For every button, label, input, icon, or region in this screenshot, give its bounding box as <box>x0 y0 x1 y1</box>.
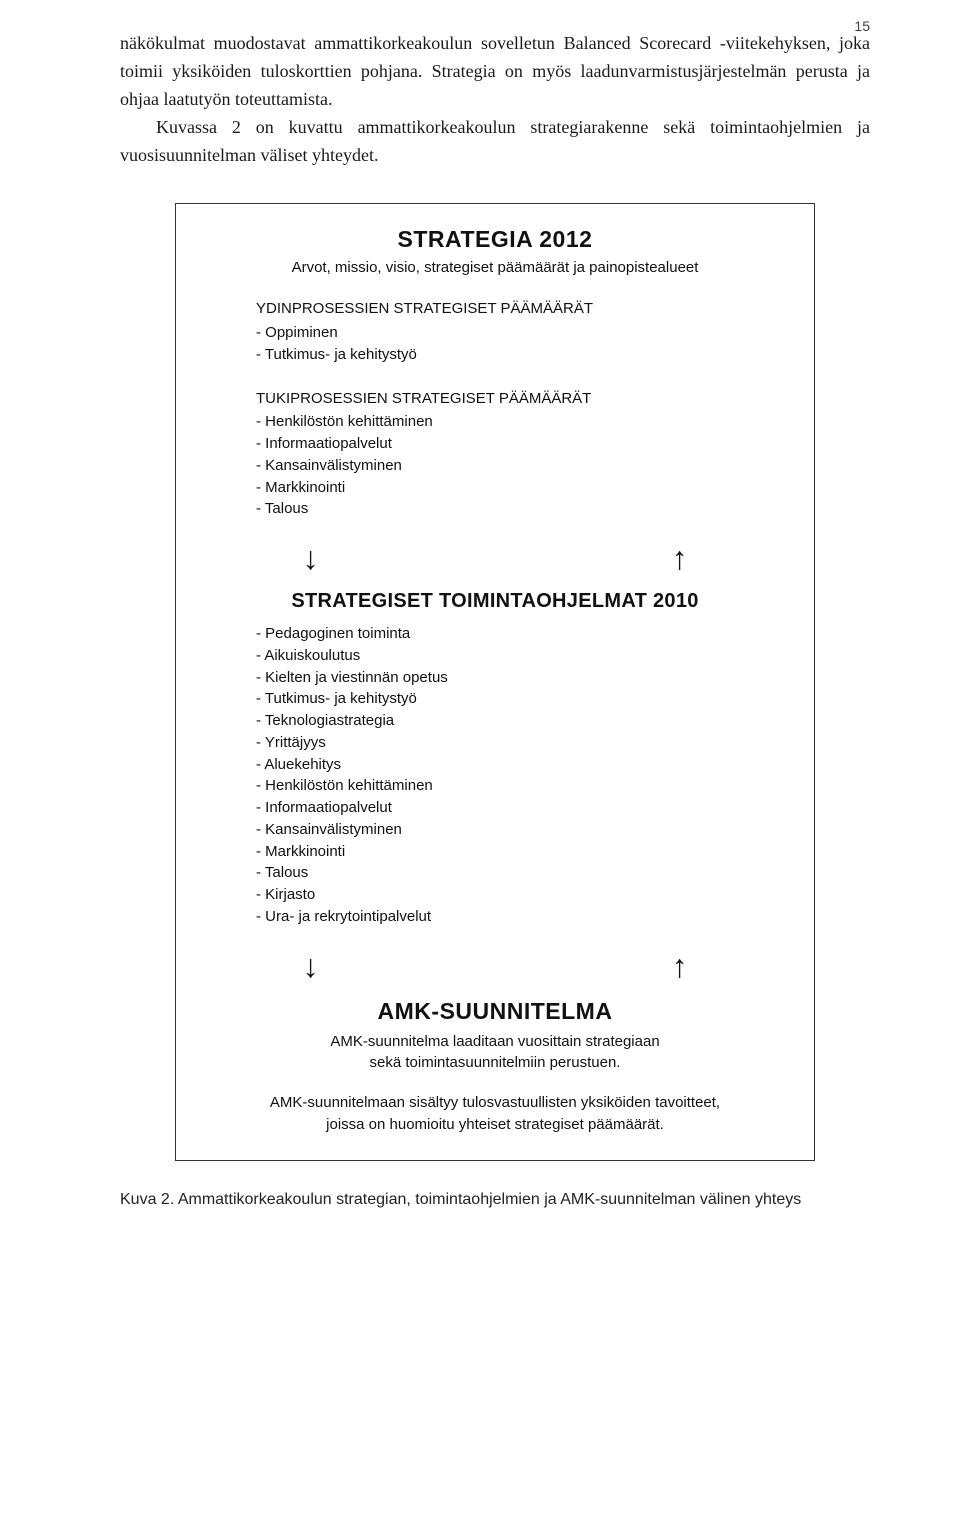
list-item: - Aluekehitys <box>256 754 770 776</box>
list-item: - Aikuiskoulutus <box>256 645 770 667</box>
amk-sub-line1: AMK-suunnitelma laaditaan vuosittain str… <box>330 1033 659 1050</box>
intro-paragraph: näkökulmat muodostavat ammattikorkeakoul… <box>120 30 870 169</box>
ydin-block: YDINPROSESSIEN STRATEGISET PÄÄMÄÄRÄT - O… <box>256 298 770 365</box>
amk-note: AMK-suunnitelmaan sisältyy tulosvastuull… <box>220 1092 770 1136</box>
list-item: - Markkinointi <box>256 841 770 863</box>
list-item: - Kansainvälistyminen <box>256 819 770 841</box>
figure-caption: Kuva 2. Ammattikorkeakoulun strategian, … <box>120 1189 870 1211</box>
list-item: - Tutkimus- ja kehitystyö <box>256 688 770 710</box>
arrow-row-1: ↓ ↑ <box>303 542 688 574</box>
list-item: - Teknologiastrategia <box>256 710 770 732</box>
section2-title: STRATEGISET TOIMINTAOHJELMAT 2010 <box>220 590 770 613</box>
ydin-heading: YDINPROSESSIEN STRATEGISET PÄÄMÄÄRÄT <box>256 298 770 320</box>
list-item: - Henkilöstön kehittäminen <box>256 775 770 797</box>
list-item: - Talous <box>256 498 770 520</box>
list-item: - Pedagoginen toiminta <box>256 623 770 645</box>
section1-subtitle: Arvot, missio, visio, strategiset päämää… <box>220 259 770 276</box>
amk-note-line2: joissa on huomioitu yhteiset strategiset… <box>326 1116 664 1133</box>
section3-title: AMK-SUUNNITELMA <box>220 998 770 1025</box>
list-item: - Oppiminen <box>256 322 770 344</box>
page-number: 15 <box>854 18 870 34</box>
list-item: - Informaatiopalvelut <box>256 797 770 819</box>
list-item: - Informaatiopalvelut <box>256 433 770 455</box>
list-item: - Henkilöstön kehittäminen <box>256 411 770 433</box>
section1-title: STRATEGIA 2012 <box>220 226 770 253</box>
arrow-down-icon: ↓ <box>303 542 319 574</box>
intro-p2: Kuvassa 2 on kuvattu ammattikorkeakoulun… <box>120 114 870 170</box>
list-item: - Yrittäjyys <box>256 732 770 754</box>
tuki-heading: TUKIPROSESSIEN STRATEGISET PÄÄMÄÄRÄT <box>256 388 770 410</box>
section2-list: - Pedagoginen toiminta - Aikuiskoulutus … <box>256 623 770 928</box>
list-item: - Kirjasto <box>256 884 770 906</box>
strategy-diagram: STRATEGIA 2012 Arvot, missio, visio, str… <box>175 203 815 1160</box>
amk-note-line1: AMK-suunnitelmaan sisältyy tulosvastuull… <box>270 1094 720 1111</box>
amk-sub-line2: sekä toimintasuunnitelmiin perustuen. <box>370 1054 621 1071</box>
arrow-row-2: ↓ ↑ <box>303 950 688 982</box>
list-item: - Tutkimus- ja kehitystyö <box>256 344 770 366</box>
list-item: - Kansainvälistyminen <box>256 455 770 477</box>
intro-p1: näkökulmat muodostavat ammattikorkeakoul… <box>120 30 870 114</box>
list-item: - Talous <box>256 862 770 884</box>
list-item: - Markkinointi <box>256 477 770 499</box>
list-item: - Kielten ja viestinnän opetus <box>256 667 770 689</box>
list-item: - Ura- ja rekrytointipalvelut <box>256 906 770 928</box>
arrow-down-icon: ↓ <box>303 950 319 982</box>
arrow-up-icon: ↑ <box>672 950 688 982</box>
tuki-block: TUKIPROSESSIEN STRATEGISET PÄÄMÄÄRÄT - H… <box>256 388 770 521</box>
arrow-up-icon: ↑ <box>672 542 688 574</box>
amk-subtitle: AMK-suunnitelma laaditaan vuosittain str… <box>220 1031 770 1075</box>
